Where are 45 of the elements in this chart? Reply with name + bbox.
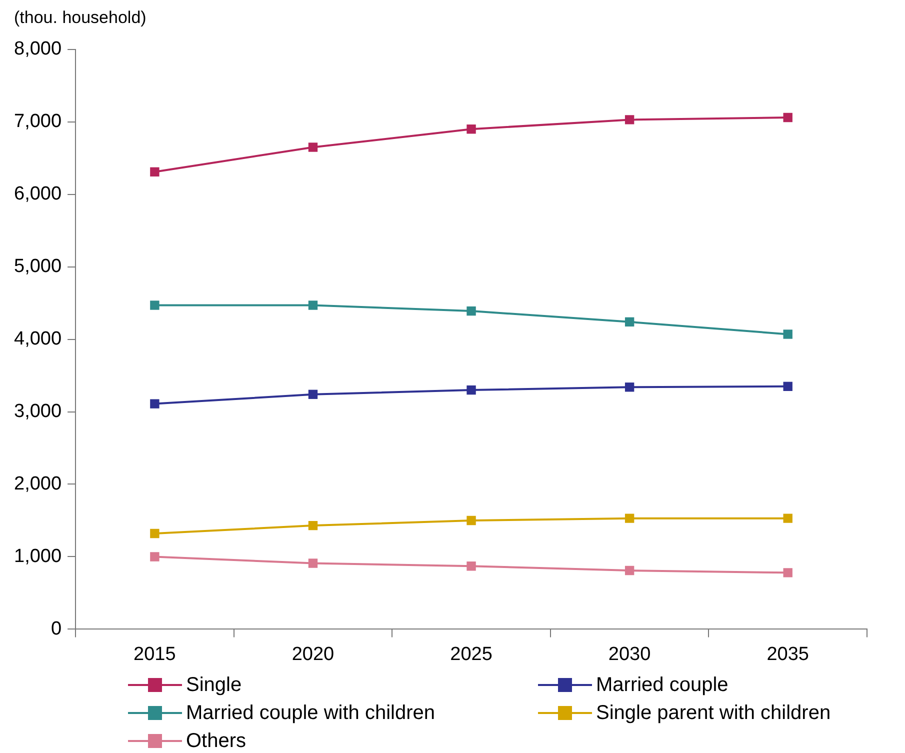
point xyxy=(624,115,634,124)
legend-label: Married couple with children xyxy=(186,702,436,724)
point xyxy=(308,390,318,399)
point xyxy=(150,552,160,562)
point xyxy=(783,568,792,578)
x-tick-label: 2015 xyxy=(134,644,176,665)
point xyxy=(783,382,792,392)
x-tick-label: 2030 xyxy=(608,644,651,665)
x-tick-label: 2020 xyxy=(292,644,334,665)
point xyxy=(150,300,160,310)
y-tick-label: 7,000 xyxy=(14,111,62,132)
legend-label: Single parent with children xyxy=(596,702,831,724)
y-axis-title: (thou. household) xyxy=(14,8,148,29)
point xyxy=(783,112,792,122)
y-tick-label: 1,000 xyxy=(14,546,62,567)
y-tick-label: 3,000 xyxy=(14,401,62,422)
y-tick-label: 2,000 xyxy=(14,473,62,494)
legend-label: Married couple xyxy=(596,674,728,696)
point xyxy=(624,317,634,326)
point xyxy=(783,514,792,523)
y-tick-label: 0 xyxy=(50,618,62,640)
y-tick-label: 6,000 xyxy=(14,184,62,205)
point xyxy=(150,167,160,176)
point xyxy=(308,558,318,568)
x-tick-label: 2025 xyxy=(450,644,492,665)
point xyxy=(624,566,634,576)
legend-label: Others xyxy=(186,730,246,752)
point xyxy=(466,306,476,316)
point xyxy=(624,382,634,392)
y-tick-label: 4,000 xyxy=(14,328,62,350)
point xyxy=(308,300,318,310)
point xyxy=(466,385,476,395)
point xyxy=(783,330,792,339)
y-tick-label: 5,000 xyxy=(14,256,62,278)
point xyxy=(150,399,160,408)
point xyxy=(466,516,476,526)
point xyxy=(466,562,476,571)
y-tick-label: 8,000 xyxy=(14,38,62,60)
x-tick-label: 2035 xyxy=(766,644,809,665)
legend-label: Single xyxy=(186,674,242,696)
point xyxy=(466,124,476,134)
point xyxy=(150,528,160,538)
point xyxy=(308,520,318,530)
point xyxy=(308,142,318,152)
point xyxy=(624,514,634,523)
